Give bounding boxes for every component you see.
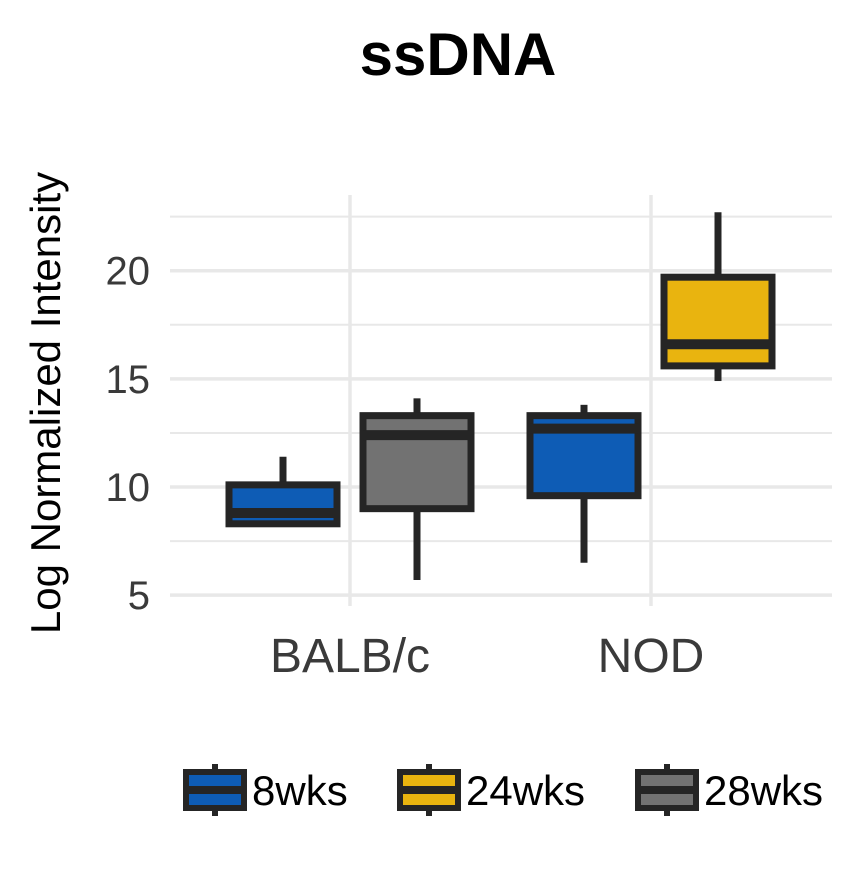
y-axis-label: Log Normalized Intensity [22,172,69,634]
box-28wks-balbc [359,398,475,581]
y-tick-label: 20 [106,250,151,294]
box-body [660,273,776,370]
legend-item-8wks: 8wks [183,764,348,816]
y-tick-label: 15 [106,358,151,402]
box-24wks-nod [660,212,776,382]
y-axis-ticks: 5 10 15 20 [106,250,151,618]
box-body [359,412,475,513]
x-tick-label: BALB/c [270,630,430,683]
x-axis-ticks: BALB/c NOD [270,630,704,683]
y-tick-label: 10 [106,466,151,510]
x-tick-label: NOD [598,630,705,683]
chart-title: ssDNA [360,21,557,88]
grid-lines [170,195,832,606]
legend-item-28wks: 28wks [635,764,823,816]
legend-label: 28wks [704,767,823,814]
legend: 8wks 24wks 28wks [183,764,823,816]
legend-item-24wks: 24wks [397,764,585,816]
box-plot-marks [225,212,776,581]
box-8wks-nod [526,404,642,563]
box-8wks-balbc [225,456,341,528]
y-tick-label: 5 [128,574,150,618]
legend-label: 8wks [252,767,348,814]
legend-label: 24wks [466,767,585,814]
